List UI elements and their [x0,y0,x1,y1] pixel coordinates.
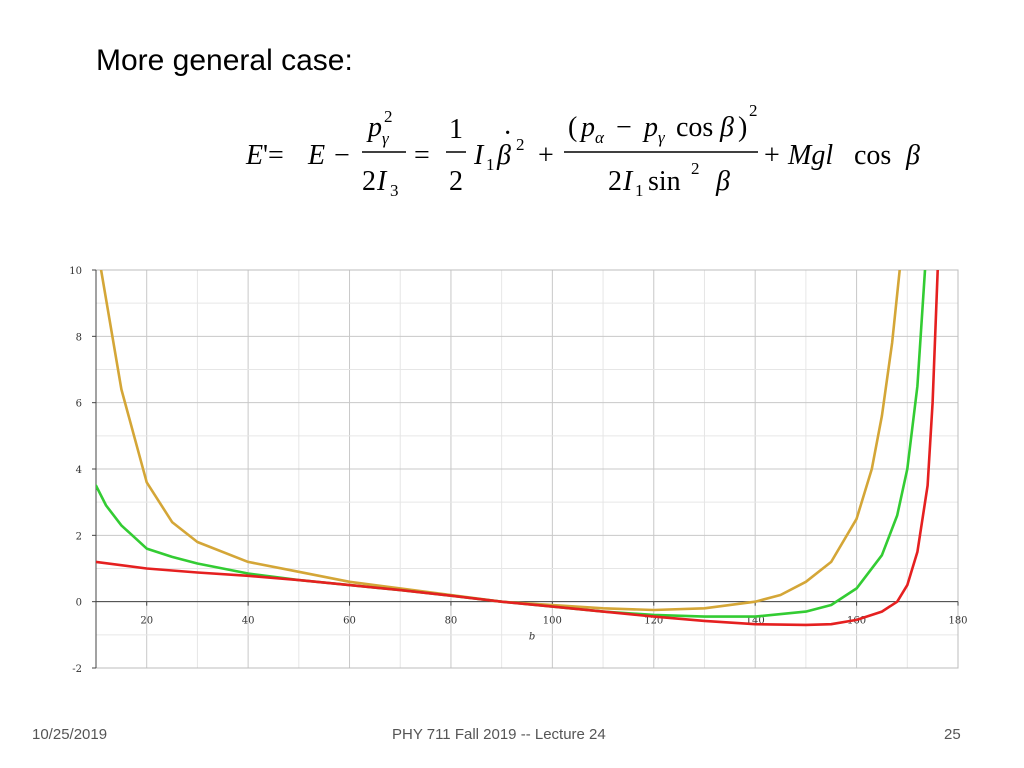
x-tick-label: 40 [242,616,255,627]
svg-text:γ: γ [658,128,666,147]
energy-equation: E '= E − p γ 2 2 I 3 = 1 2 I 1 β · 2 + (… [245,96,956,206]
svg-text:cos: cos [676,112,713,143]
slide-title: More general case: [96,44,353,77]
equation-graphic: E '= E − p γ 2 2 I 3 = 1 2 I 1 β · 2 + (… [245,101,920,200]
svg-text:+: + [764,140,780,171]
svg-text:2: 2 [691,159,700,178]
svg-text:γ: γ [382,129,390,148]
svg-text:β: β [496,140,511,171]
svg-text:β: β [715,166,730,197]
x-tick-label: 80 [445,616,458,627]
svg-text:E: E [307,140,325,171]
svg-text:1: 1 [449,114,463,145]
y-tick-label: 10 [69,266,82,277]
svg-text:p: p [366,112,382,143]
series-line-1 [99,270,901,612]
svg-text:I: I [376,166,388,197]
x-axis-label: b [529,632,535,643]
footer-course: PHY 711 Fall 2019 -- Lecture 24 [392,726,606,743]
series-line-2 [96,270,927,618]
y-tick-label: 6 [76,399,82,410]
svg-text:'=: '= [263,140,284,171]
svg-text:2: 2 [608,166,622,197]
svg-text:−: − [616,112,632,143]
series-line-3 [96,270,939,627]
svg-text:+: + [538,140,554,171]
svg-text:3: 3 [390,181,399,200]
y-tick-label: 0 [76,598,82,609]
svg-text:1: 1 [635,181,644,200]
svg-text:I: I [473,140,485,171]
svg-text:2: 2 [749,101,758,120]
svg-text:−: − [334,140,350,171]
svg-text:): ) [738,112,747,143]
y-tick-label: 4 [76,465,82,476]
svg-text:p: p [579,112,595,143]
svg-text:1: 1 [486,155,495,174]
x-tick-label: 20 [140,616,153,627]
x-tick-label: 140 [746,616,765,627]
x-tick-label: 60 [343,616,356,627]
svg-text:2: 2 [384,107,393,126]
x-tick-label: 180 [948,616,967,627]
svg-text:(: ( [568,112,577,143]
svg-text:p: p [642,112,658,143]
svg-text:α: α [595,128,605,147]
svg-text:Mgl: Mgl [787,140,833,171]
x-tick-label: 100 [543,616,562,627]
svg-text:β: β [905,140,920,171]
svg-text:=: = [414,140,430,171]
svg-text:2: 2 [449,166,463,197]
page-number: 25 [944,726,961,743]
svg-text:cos: cos [854,140,891,171]
y-tick-label: 2 [76,531,82,542]
svg-text:E: E [245,140,263,171]
svg-text:2: 2 [516,135,525,154]
svg-text:I: I [622,166,634,197]
svg-text:sin: sin [648,166,681,197]
energy-plot: 20 40 60 80 100 120 140 160 180 -2 0 2 4 6 8 10 b [60,258,970,678]
svg-text:·: · [503,118,512,149]
y-tick-label: 8 [76,332,82,343]
footer-date: 10/25/2019 [32,726,108,743]
svg-text:2: 2 [362,166,376,197]
svg-text:β: β [719,112,734,143]
x-tick-label: 120 [644,616,663,627]
y-tick-label: -2 [72,664,82,675]
